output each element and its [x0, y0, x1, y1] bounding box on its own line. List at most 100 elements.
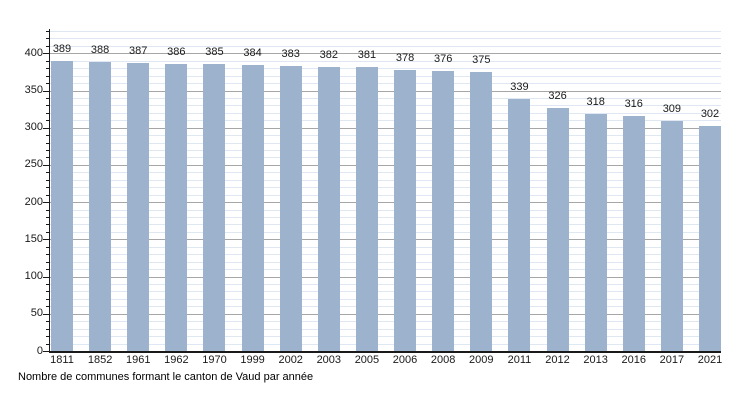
bar — [317, 66, 340, 351]
x-tick-label: 2021 — [697, 354, 723, 366]
bar-value-label: 376 — [433, 53, 453, 66]
gridline-minor — [50, 298, 721, 300]
y-tick-label: 150 — [24, 232, 43, 245]
gridline-minor — [50, 209, 721, 211]
y-major-tick — [43, 164, 50, 166]
y-major-tick — [43, 313, 50, 315]
bar — [546, 108, 569, 351]
x-tick-label: 2017 — [659, 354, 685, 366]
y-tick-label: 0 — [36, 344, 43, 357]
y-major-tick — [43, 276, 50, 278]
bar — [165, 63, 188, 351]
gridline-minor — [50, 328, 721, 330]
y-major-tick — [43, 53, 50, 55]
bar-value-label: 383 — [281, 47, 300, 60]
gridline-minor — [50, 120, 721, 122]
bar — [584, 114, 607, 351]
bar — [699, 126, 721, 351]
gridline-minor — [50, 291, 721, 293]
bar-value-label: 309 — [662, 103, 682, 116]
gridline-minor — [50, 179, 721, 181]
y-minor-tick — [46, 306, 50, 308]
y-minor-tick — [46, 261, 50, 263]
y-minor-tick — [46, 105, 50, 107]
x-tick-label: 2003 — [316, 354, 342, 366]
bar-value-label: 387 — [129, 44, 148, 57]
bar — [279, 65, 302, 351]
y-minor-tick — [46, 97, 50, 99]
x-tick-label: 1811 — [50, 354, 74, 366]
y-minor-tick — [46, 284, 50, 286]
x-tick-label: 1999 — [240, 354, 265, 366]
x-tick-label: 2012 — [545, 354, 570, 366]
y-minor-tick — [46, 209, 50, 211]
gridline-major — [50, 164, 721, 166]
x-axis — [48, 351, 721, 353]
y-minor-tick — [46, 68, 50, 70]
gridline-minor — [50, 30, 721, 32]
y-tick-label: 350 — [24, 84, 43, 96]
x-tick-label: 2006 — [392, 354, 418, 366]
x-tick-label: 2002 — [278, 354, 303, 366]
gridline-major — [50, 90, 721, 92]
bar-value-label: 375 — [472, 53, 491, 66]
gridline-minor — [50, 142, 721, 144]
y-tick-label: 50 — [30, 307, 43, 320]
y-major-tick — [43, 202, 50, 204]
y-major-tick — [43, 127, 50, 129]
bar — [203, 64, 226, 351]
y-minor-tick — [46, 150, 50, 152]
gridline-minor — [50, 60, 721, 62]
bar — [394, 69, 417, 351]
y-minor-tick — [46, 224, 50, 226]
gridline-minor — [50, 321, 721, 323]
y-minor-tick — [46, 45, 50, 47]
bar-value-label: 316 — [624, 97, 643, 110]
bar — [508, 98, 531, 351]
y-minor-tick — [46, 38, 50, 40]
y-minor-tick — [46, 328, 50, 330]
x-tick-label: 2009 — [469, 354, 494, 366]
y-tick-label: 400 — [24, 46, 43, 59]
y-minor-tick — [46, 120, 50, 122]
gridline-minor — [50, 261, 721, 263]
y-axis — [48, 29, 50, 353]
gridline-minor — [50, 105, 721, 107]
gridline-major — [50, 53, 721, 55]
x-tick-label: 1852 — [87, 354, 113, 366]
gridline-minor — [50, 254, 721, 256]
bar-value-label: 382 — [319, 48, 338, 61]
bar — [89, 62, 112, 351]
bar — [51, 61, 73, 351]
gridline-minor — [50, 343, 721, 345]
bar-value-label: 389 — [52, 43, 72, 56]
y-minor-tick — [46, 291, 50, 293]
y-minor-tick — [46, 343, 50, 345]
gridline-minor — [50, 75, 721, 77]
gridline-minor — [50, 45, 721, 47]
y-minor-tick — [46, 246, 50, 248]
bar-value-label: 339 — [510, 80, 529, 93]
y-minor-tick — [46, 75, 50, 77]
gridline-minor — [50, 97, 721, 99]
bar — [660, 121, 683, 351]
gridline-minor — [50, 38, 721, 40]
y-minor-tick — [46, 157, 50, 159]
gridline-minor — [50, 269, 721, 271]
y-minor-tick — [46, 187, 50, 189]
y-tick-label: 300 — [24, 121, 43, 134]
bar — [127, 62, 150, 351]
y-minor-tick — [46, 336, 50, 338]
gridline-minor — [50, 224, 721, 226]
y-minor-tick — [46, 172, 50, 174]
y-minor-tick — [46, 142, 50, 144]
bar — [432, 71, 455, 351]
y-minor-tick — [46, 194, 50, 196]
x-tick-label: 1961 — [125, 354, 151, 366]
bar — [622, 115, 645, 351]
gridline-minor — [50, 112, 721, 114]
bar — [241, 65, 264, 351]
gridline-major — [50, 202, 721, 204]
gridline-minor — [50, 68, 721, 70]
bar-value-label: 326 — [548, 90, 567, 103]
